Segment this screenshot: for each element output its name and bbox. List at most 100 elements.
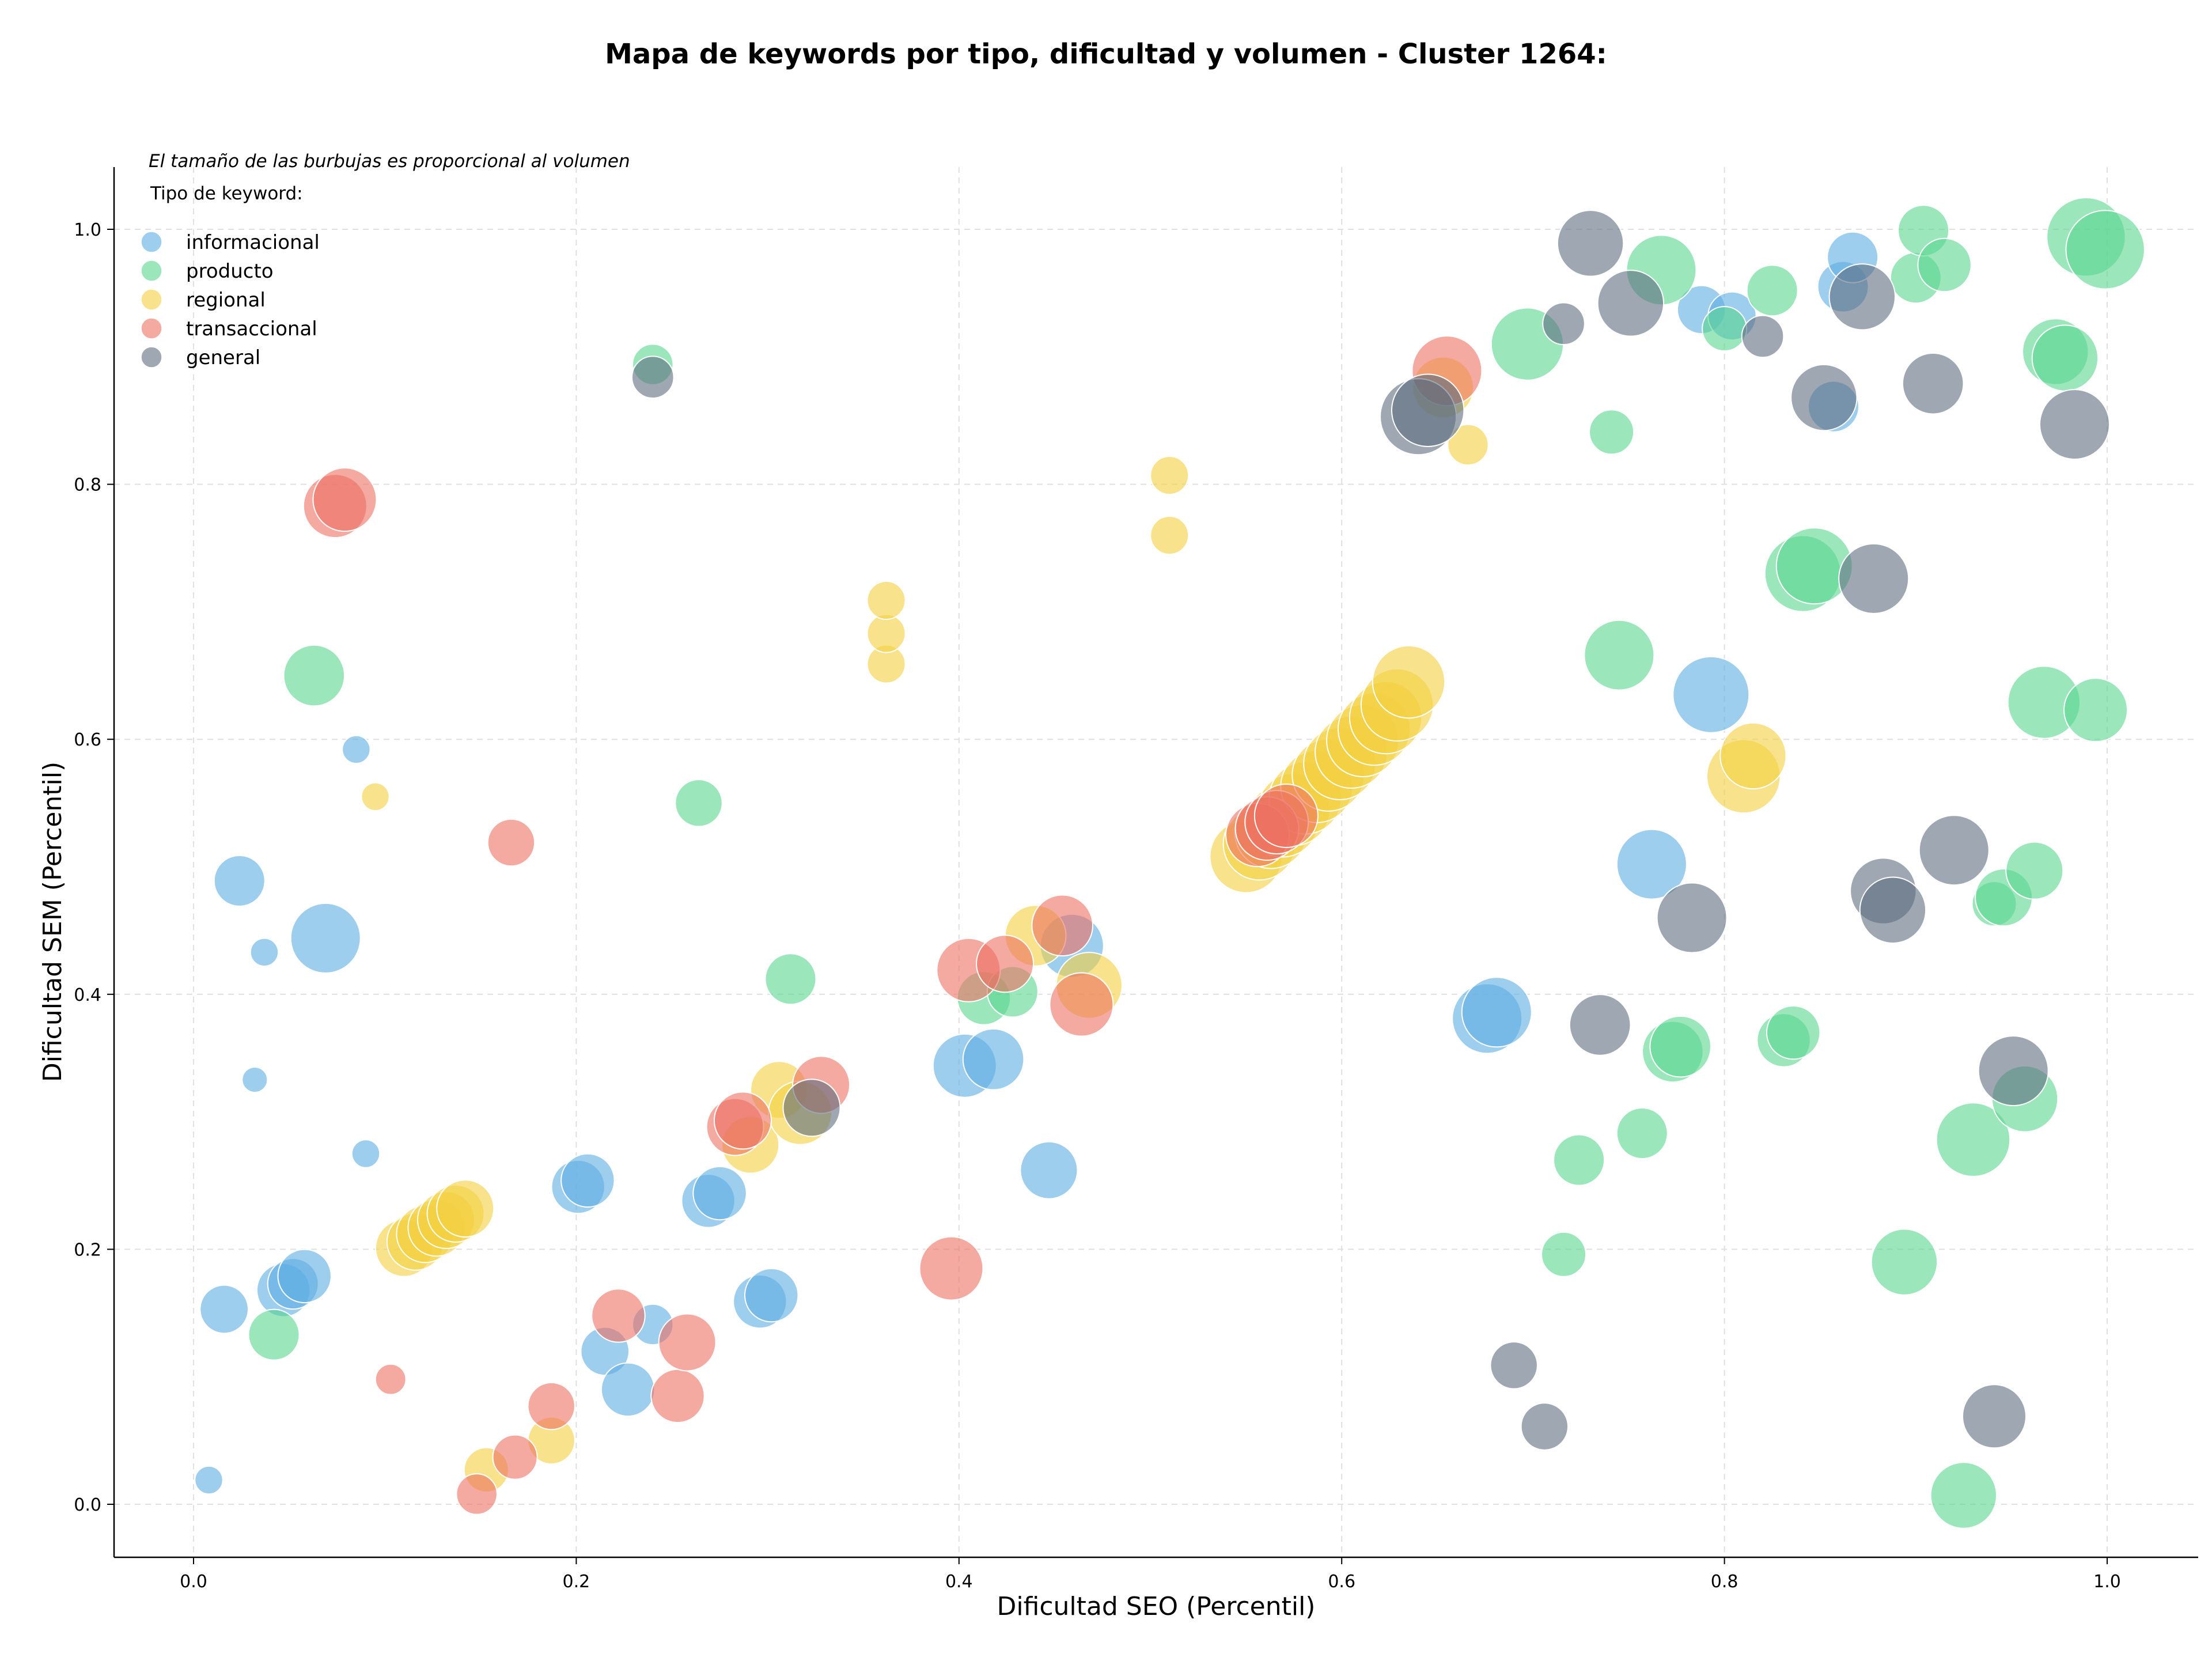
data-point bbox=[249, 937, 279, 967]
y-tick-label: 0.2 bbox=[74, 1240, 101, 1260]
chart-title: Mapa de keywords por tipo, dificultad y … bbox=[605, 38, 1607, 70]
data-point bbox=[312, 467, 377, 532]
data-point bbox=[1556, 210, 1624, 277]
legend-marker-general bbox=[141, 346, 162, 368]
data-point bbox=[1930, 1462, 1998, 1529]
data-point bbox=[1541, 1231, 1587, 1277]
legend-marker-transaccional bbox=[141, 317, 162, 339]
data-point bbox=[1918, 815, 1990, 886]
legend-marker-regional bbox=[141, 289, 162, 311]
series-transaccional bbox=[302, 335, 1483, 1515]
data-point bbox=[1936, 1102, 2011, 1177]
data-point bbox=[290, 902, 361, 974]
data-point bbox=[1917, 237, 1972, 293]
bubble-layer bbox=[194, 197, 2145, 1529]
series-producto bbox=[248, 197, 2145, 1529]
data-point bbox=[1672, 656, 1750, 733]
data-point bbox=[866, 580, 906, 620]
data-point bbox=[692, 1166, 747, 1221]
y-tick-label: 0.6 bbox=[74, 730, 101, 750]
data-point bbox=[1031, 894, 1093, 957]
data-point bbox=[631, 355, 675, 399]
data-point bbox=[1649, 1015, 1711, 1078]
data-point bbox=[962, 1028, 1025, 1091]
x-tick-label: 0.8 bbox=[1711, 1572, 1738, 1592]
data-point bbox=[1746, 264, 1798, 317]
data-point bbox=[351, 1139, 381, 1168]
data-point bbox=[283, 644, 346, 707]
data-point bbox=[1372, 645, 1446, 719]
data-point bbox=[919, 1236, 984, 1301]
data-point bbox=[1616, 1107, 1668, 1160]
data-point bbox=[1719, 722, 1787, 790]
data-point bbox=[527, 1382, 575, 1431]
legend: El tamaño de las burbujas es proporciona… bbox=[141, 151, 630, 369]
data-point bbox=[199, 1284, 249, 1334]
data-point bbox=[1584, 619, 1655, 691]
data-point bbox=[764, 953, 817, 1005]
legend-label-general: general bbox=[186, 346, 260, 369]
data-point bbox=[1150, 456, 1190, 495]
data-point bbox=[1447, 423, 1489, 466]
data-point bbox=[194, 1465, 224, 1495]
x-tick-label: 0.0 bbox=[180, 1572, 207, 1592]
data-point bbox=[1490, 1341, 1538, 1390]
data-point bbox=[1569, 994, 1631, 1056]
x-axis-label: Dificultad SEO (Percentil) bbox=[997, 1592, 1316, 1621]
data-point bbox=[2039, 389, 2111, 460]
legend-label-regional: regional bbox=[186, 289, 266, 312]
data-point bbox=[2031, 324, 2099, 392]
data-point bbox=[1702, 306, 1748, 352]
data-point bbox=[1461, 977, 1532, 1048]
data-point bbox=[361, 782, 390, 811]
legend-title: Tipo de keyword: bbox=[150, 183, 303, 204]
data-point bbox=[1962, 1384, 2027, 1449]
data-point bbox=[1597, 270, 1665, 337]
data-point bbox=[713, 1091, 772, 1150]
data-point bbox=[1741, 315, 1785, 358]
data-point bbox=[1978, 1035, 2049, 1107]
data-point bbox=[744, 1267, 799, 1323]
y-tick-label: 0.4 bbox=[74, 985, 101, 1005]
x-tick-label: 0.4 bbox=[945, 1572, 973, 1592]
axes bbox=[107, 167, 2198, 1564]
data-point bbox=[436, 1179, 495, 1238]
legend-label-informacional: informacional bbox=[186, 231, 320, 254]
data-point bbox=[1391, 373, 1465, 447]
legend-marker-producto bbox=[141, 260, 162, 282]
legend-label-transaccional: transaccional bbox=[186, 317, 317, 340]
size-note: El tamaño de las burbujas es proporciona… bbox=[149, 151, 630, 172]
legend-marker-informacional bbox=[141, 231, 162, 253]
y-tick-label: 0.0 bbox=[74, 1495, 101, 1515]
grid-lines bbox=[114, 167, 2198, 1557]
data-point bbox=[1616, 828, 1687, 900]
data-point bbox=[866, 614, 906, 653]
legend-label-producto: producto bbox=[186, 260, 274, 283]
data-point bbox=[1553, 1134, 1605, 1186]
data-point bbox=[2005, 841, 2064, 900]
data-point bbox=[1766, 1005, 1821, 1060]
data-point bbox=[248, 1308, 300, 1361]
x-tick-label: 1.0 bbox=[2093, 1572, 2121, 1592]
data-point bbox=[1520, 1402, 1569, 1451]
y-tick-label: 0.8 bbox=[74, 475, 101, 495]
x-tick-label: 0.6 bbox=[1328, 1572, 1355, 1592]
y-axis-label: Dificultad SEM (Percentil) bbox=[38, 762, 67, 1082]
data-point bbox=[675, 779, 723, 827]
data-point bbox=[650, 1368, 705, 1424]
data-point bbox=[213, 854, 266, 907]
tick-labels: 0.0 0.2 0.4 0.6 0.8 1.0 0.0 0.2 0.4 0.6 0.8 1.0 bbox=[74, 220, 2121, 1592]
data-point bbox=[1859, 876, 1927, 944]
data-point bbox=[2065, 210, 2145, 290]
x-tick-label: 0.2 bbox=[563, 1572, 590, 1592]
data-point bbox=[591, 1288, 646, 1343]
data-point bbox=[492, 1434, 538, 1480]
data-point bbox=[241, 1066, 268, 1094]
data-point bbox=[1870, 1228, 1938, 1296]
data-point bbox=[1656, 882, 1728, 954]
data-point bbox=[487, 818, 536, 867]
data-point bbox=[782, 1079, 841, 1137]
data-point bbox=[600, 1362, 656, 1417]
data-point bbox=[1020, 1141, 1078, 1200]
